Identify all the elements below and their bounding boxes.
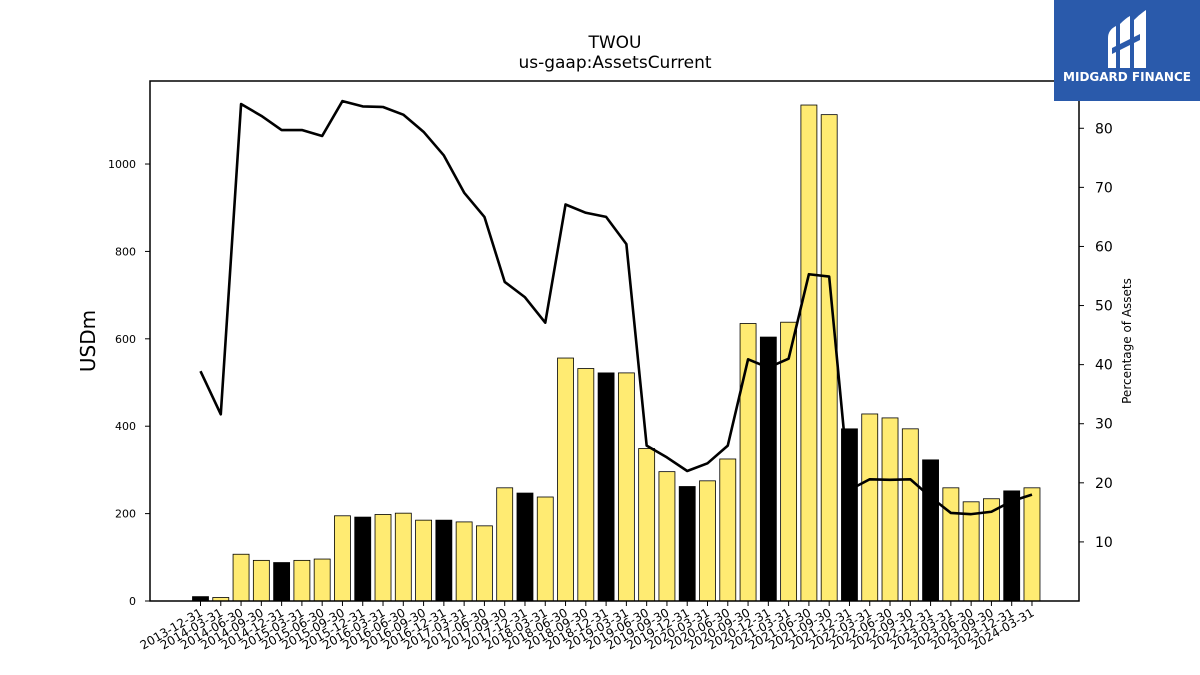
bar-2021-03-31: [780, 321, 798, 602]
bar-2022-03-31: [861, 413, 879, 602]
bar-2015-03-31: [293, 559, 311, 602]
bar-2019-12-31: [678, 486, 696, 602]
bar-2022-12-31: [922, 459, 939, 602]
percentage-line: [199, 99, 1033, 516]
y-axis-left: 0 200 400 600 800 1000: [108, 158, 150, 608]
bar-2017-03-31: [455, 521, 473, 602]
bar-2023-12-31: [1003, 490, 1021, 602]
bar-2015-09-30: [334, 515, 351, 602]
bar-2014-12-31: [273, 562, 291, 602]
y2-tick-label: 60: [1095, 239, 1113, 255]
bar-2024-03-31: [1023, 487, 1041, 602]
y2-tick-label: 80: [1095, 121, 1113, 137]
bar-2019-06-30: [638, 448, 656, 602]
bar-2014-09-30: [252, 559, 270, 602]
logo-mark-icon: [1108, 10, 1146, 68]
y-tick-label: 600: [115, 333, 136, 346]
bar-2015-12-31: [354, 516, 372, 602]
line-layer: [199, 99, 1033, 516]
brand-logo: MIDGARD FINANCE: [1054, 0, 1200, 101]
bar-2023-09-30: [983, 498, 1000, 602]
logo-text: MIDGARD FINANCE: [1063, 70, 1191, 84]
bar-2021-06-30: [800, 104, 818, 602]
bar-2021-09-30: [820, 114, 838, 602]
bar-2018-09-30: [577, 368, 595, 602]
y2-tick-label: 10: [1095, 535, 1113, 551]
bar-2020-06-30: [719, 458, 737, 602]
y-tick-label: 200: [115, 508, 136, 521]
y-tick-label: 400: [115, 420, 136, 433]
bar-2022-09-30: [901, 428, 919, 602]
y2-tick-label: 70: [1095, 180, 1113, 196]
bar-2018-12-31: [597, 372, 615, 602]
y2-tick-label: 40: [1095, 358, 1113, 374]
bar-2020-12-31: [759, 336, 777, 602]
chart-title: TWOU: [587, 33, 641, 53]
y2-tick-label: 50: [1095, 299, 1113, 315]
bar-2016-06-30: [394, 512, 412, 602]
y-axis-right: 10 20 30 40 50 60 70 80: [1079, 121, 1113, 551]
bar-2016-12-31: [435, 519, 453, 602]
bar-2016-09-30: [415, 519, 432, 602]
y-axis-label: USDm: [76, 310, 100, 372]
bar-2017-12-31: [516, 492, 534, 602]
bar-2021-12-31: [841, 428, 858, 602]
y2-axis-label: Percentage of Assets: [1120, 278, 1134, 404]
bar-2017-09-30: [496, 487, 514, 602]
bar-2016-03-31: [374, 514, 392, 602]
y-tick-label: 800: [115, 245, 136, 258]
chart-subtitle: us-gaap:AssetsCurrent: [518, 53, 711, 73]
bar-2018-06-30: [557, 357, 574, 602]
bar-2015-06-30: [313, 558, 331, 602]
bar-2014-06-30: [232, 553, 250, 602]
y2-tick-label: 20: [1095, 476, 1113, 492]
bar-2023-06-30: [962, 501, 980, 602]
bar-2023-03-31: [942, 487, 960, 602]
bar-2022-06-30: [881, 417, 899, 602]
y2-tick-label: 30: [1095, 417, 1113, 433]
bar-2019-03-31: [617, 372, 635, 602]
bars-layer: [192, 104, 1041, 602]
y-tick-label: 0: [129, 595, 136, 608]
bar-2018-03-31: [536, 496, 554, 602]
bar-2020-03-31: [699, 480, 716, 602]
bar-2019-09-30: [658, 471, 676, 602]
y-tick-label: 1000: [108, 158, 136, 171]
bar-2020-09-30: [739, 323, 757, 602]
x-axis: 2013-12-312014-03-312014-06-302014-09-30…: [138, 601, 1036, 652]
bar-2017-06-30: [476, 525, 493, 602]
plot-frame: [149, 80, 1080, 602]
